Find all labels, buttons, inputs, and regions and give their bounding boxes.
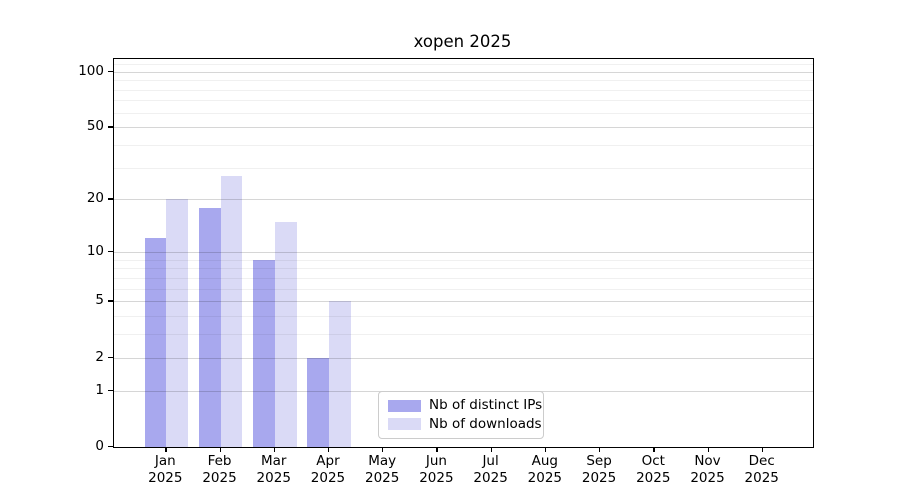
x-tick-label-jun: Jun 2025 [419, 453, 454, 486]
x-tick-oct [653, 447, 655, 452]
y-tick-10 [108, 250, 113, 253]
minor-gridline-70 [114, 100, 813, 102]
y-tick-1 [108, 389, 113, 391]
minor-gridline-8 [114, 268, 813, 270]
legend-entry-distinct-ips: Nb of distinct IPs [388, 398, 542, 413]
x-tick-aug [544, 447, 547, 452]
x-tick-label-feb: Feb 2025 [202, 453, 237, 486]
bar-nb-of-downloads-jan [166, 199, 189, 447]
major-gridline-20 [114, 199, 813, 201]
x-tick-label-may: May 2025 [364, 453, 400, 486]
minor-gridline-9 [114, 259, 813, 261]
legend-entry-downloads: Nb of downloads [388, 416, 542, 432]
x-tick-label-mar: Mar 2025 [256, 453, 291, 486]
x-tick-nov [707, 447, 709, 452]
x-tick-label-jul: Jul 2025 [473, 453, 508, 486]
minor-gridline-30 [114, 167, 813, 169]
x-tick-label-aug: Aug 2025 [527, 453, 562, 486]
x-tick-sep [599, 447, 601, 452]
major-gridline-2 [114, 357, 813, 359]
minor-gridline-40 [114, 144, 813, 146]
bar-nb-of-distinct-ips-jan [144, 238, 167, 447]
x-tick-jul [490, 447, 492, 452]
bar-nb-of-downloads-apr [328, 301, 351, 447]
y-tick-50 [108, 126, 113, 128]
plot-area [113, 58, 814, 448]
y-tick-label-20: 20 [86, 190, 104, 207]
y-tick-label-2: 2 [95, 348, 104, 365]
legend-label-distinct-ips: Nb of distinct IPs [429, 397, 543, 414]
bar-nb-of-downloads-feb [220, 176, 243, 447]
y-tick-0 [108, 446, 113, 448]
x-tick-label-jan: Jan 2025 [148, 453, 183, 486]
minor-gridline-110 [114, 63, 813, 65]
minor-gridline-90 [114, 80, 813, 82]
x-tick-label-apr: Apr 2025 [310, 453, 346, 486]
x-tick-mar [273, 447, 276, 452]
legend-swatch-downloads [388, 418, 421, 431]
legend-swatch-distinct-ips [388, 399, 421, 412]
x-tick-may [382, 447, 384, 452]
y-tick-label-5: 5 [95, 292, 104, 309]
legend: Nb of distinct IPs Nb of downloads [378, 391, 544, 439]
major-gridline-10 [114, 251, 813, 253]
minor-gridline-4 [114, 316, 813, 318]
x-tick-label-dec: Dec 2025 [744, 453, 779, 486]
x-tick-jan [165, 447, 167, 452]
y-tick-20 [108, 198, 113, 200]
x-tick-label-nov: Nov 2025 [690, 453, 725, 486]
bar-nb-of-distinct-ips-mar [252, 259, 275, 447]
y-tick-label-1: 1 [95, 381, 104, 398]
minor-gridline-6 [114, 288, 813, 290]
y-tick-2 [108, 356, 113, 358]
x-tick-dec [761, 447, 764, 452]
major-gridline-100 [114, 71, 813, 73]
bar-nb-of-distinct-ips-feb [198, 207, 221, 447]
bar-nb-of-downloads-mar [274, 221, 297, 447]
x-tick-apr [327, 447, 330, 452]
x-tick-feb [219, 447, 221, 452]
y-tick-5 [108, 300, 113, 302]
y-tick-100 [108, 70, 113, 72]
minor-gridline-60 [114, 112, 813, 114]
bar-nb-of-distinct-ips-apr [307, 357, 329, 447]
x-tick-label-sep: Sep 2025 [581, 453, 617, 486]
y-tick-label-0: 0 [95, 438, 104, 454]
minor-gridline-7 [114, 277, 813, 279]
minor-gridline-3 [114, 334, 813, 336]
major-gridline-50 [114, 127, 813, 129]
y-tick-label-100: 100 [78, 62, 104, 79]
y-tick-label-10: 10 [86, 242, 104, 259]
minor-gridline-80 [114, 89, 813, 91]
major-gridline-5 [114, 301, 813, 303]
chart-title: xopen 2025 [413, 32, 512, 51]
x-tick-label-oct: Oct 2025 [636, 453, 671, 486]
legend-label-downloads: Nb of downloads [429, 415, 542, 432]
x-tick-jun [436, 447, 438, 452]
y-tick-label-50: 50 [86, 118, 104, 135]
